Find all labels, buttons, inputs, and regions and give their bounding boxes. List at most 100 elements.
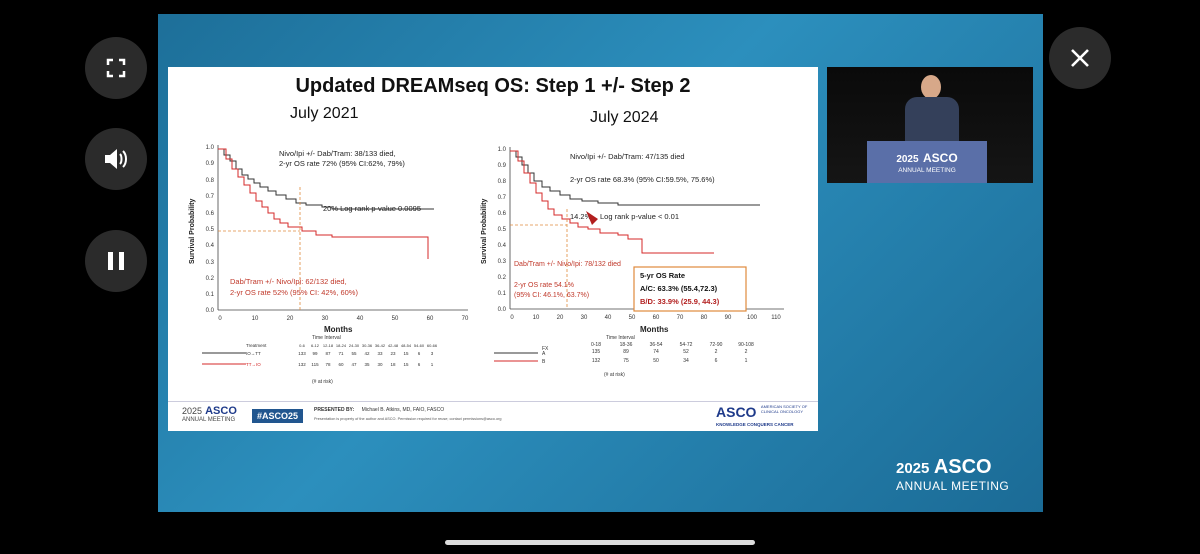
left-annot-black-2: 2-yr OS rate 72% (95% CI:62%, 79%) [279,159,405,168]
svg-text:2: 2 [715,349,718,355]
svg-text:0.5: 0.5 [498,227,507,233]
svg-text:133: 133 [298,351,306,356]
right-subtitle: July 2024 [590,109,659,126]
svg-text:54-60: 54-60 [414,343,425,348]
right-row-a: 135 89 74 52 2 2 [592,349,748,355]
speaker-video: 2025 ASCO ANNUAL MEETING [827,67,1033,183]
x-tick: 60 [427,316,434,322]
svg-text:1: 1 [431,362,434,367]
right-row-b: 132 75 50 34 6 1 [592,358,748,364]
footer-brand: 2025 ASCO ANNUAL MEETING [182,405,237,424]
fullscreen-icon [106,58,126,78]
volume-button[interactable] [85,128,147,190]
svg-text:50: 50 [629,315,636,321]
svg-text:60-66: 60-66 [427,343,438,348]
left-at-risk: (# at risk) [312,379,333,385]
close-icon [1071,49,1089,67]
svg-text:36-42: 36-42 [375,343,386,348]
pause-button[interactable] [85,230,147,292]
slide-title: Updated DREAMseq OS: Step 1 +/- Step 2 [295,75,691,97]
left-annot-black-1: Nivo/Ipi +/- Dab/Tram: 38/133 died, [279,149,396,158]
right-annot-black-2: 2-yr OS rate 68.3% (95% CI:59.5%, 75.6%) [570,175,715,184]
left-treatment-header: Treatment [246,343,267,348]
svg-text:A: A [542,351,546,357]
x-tick: 0 [218,316,222,322]
svg-text:33: 33 [377,351,383,356]
right-at-risk: (# at risk) [604,372,625,378]
asco-logo: ASCO AMERICAN SOCIETY OF CLINICAL ONCOLOG… [716,404,808,427]
svg-text:34: 34 [683,358,689,364]
svg-text:30-36: 30-36 [362,343,373,348]
fullscreen-button[interactable] [85,37,147,99]
x-tick: 70 [462,316,469,322]
svg-text:50: 50 [653,358,659,364]
svg-text:80: 80 [701,315,708,321]
home-indicator[interactable] [445,540,755,545]
podium [867,141,987,183]
right-logrank: Log rank p-value < 0.01 [600,212,679,221]
svg-text:0.2: 0.2 [498,275,507,281]
presented-by: PRESENTED BY: Michael B. Atkins, MD, FAI… [314,407,445,413]
svg-text:0: 0 [510,315,514,321]
left-subtitle: July 2021 [290,105,359,122]
svg-text:0-6: 0-6 [299,343,306,348]
svg-text:0.7: 0.7 [498,195,507,201]
svg-text:20: 20 [557,315,564,321]
left-annot-red-2: 2-yr OS rate 52% (95% CI: 42%, 60%) [230,288,358,297]
left-interval-headers: 0-6 6-12 12-18 18-24 24-30 30-36 36-42 4… [299,343,438,348]
svg-text:115: 115 [311,362,319,367]
svg-text:60: 60 [653,315,660,321]
y-tick: 1.0 [206,145,215,151]
svg-text:6: 6 [418,351,421,356]
left-red-curve [218,148,429,259]
right-red-curve [510,150,714,254]
left-black-curve [218,148,434,210]
svg-text:6-12: 6-12 [311,343,320,348]
presentation-slide: Updated DREAMseq OS: Step 1 +/- Step 2 J… [168,67,818,431]
svg-text:36-54: 36-54 [650,342,663,348]
hashtag: #ASCO25 [252,409,304,423]
svg-text:87: 87 [325,351,331,356]
stage-brand: 2025 ASCO ANNUAL MEETING [896,456,1010,493]
left-row-red: 132 115 78 60 47 35 30 18 15 6 1 [298,362,434,367]
right-annot-red-2: 2-yr OS rate 54.1% [514,282,574,289]
y-tick: 0.1 [206,292,215,298]
svg-text:99: 99 [312,351,318,356]
x-tick: 30 [322,316,329,322]
svg-text:100: 100 [747,315,758,321]
speaker-body [905,97,959,147]
svg-text:40: 40 [605,315,612,321]
svg-text:10: 10 [533,315,540,321]
right-black-curve [510,150,760,206]
left-row-black: 133 99 87 71 55 42 33 23 15 6 3 [298,351,434,356]
svg-text:0.8: 0.8 [498,179,507,185]
svg-text:15: 15 [403,362,409,367]
svg-text:0.4: 0.4 [498,243,507,249]
svg-text:0.3: 0.3 [498,259,507,265]
os-rate-box [633,266,747,312]
svg-text:0.9: 0.9 [498,163,507,169]
svg-text:6: 6 [715,358,718,364]
right-annot-red-1: Dab/Tram +/- Nivo/Ipi: 78/132 died [514,261,621,268]
close-button[interactable] [1049,27,1111,89]
svg-text:30: 30 [377,362,383,367]
svg-text:72-90: 72-90 [710,342,723,348]
svg-text:18-24: 18-24 [336,343,347,348]
y-tick: 0.0 [206,308,215,314]
right-km-plot: 0.0 0.1 0.2 0.3 0.4 0.5 0.6 0.7 0.8 0.9 … [481,147,784,378]
svg-text:78: 78 [325,362,331,367]
svg-text:24-30: 24-30 [349,343,360,348]
right-x-ticks: 0 10 20 30 40 50 60 70 80 90 100 110 [510,315,781,321]
pause-icon [108,252,124,270]
svg-text:74: 74 [653,349,659,355]
svg-text:135: 135 [592,349,601,355]
svg-text:15: 15 [403,351,409,356]
svg-text:0.1: 0.1 [498,291,507,297]
volume-icon [105,149,127,169]
y-axis-label: Survival Probability [189,199,196,264]
y-tick: 0.6 [206,211,215,217]
svg-text:90-108: 90-108 [738,342,754,348]
svg-text:71: 71 [338,351,344,356]
x-axis-label: Months [324,325,353,334]
slide-footer: 2025 ASCO ANNUAL MEETING #ASCO25 PRESENT… [168,401,818,432]
